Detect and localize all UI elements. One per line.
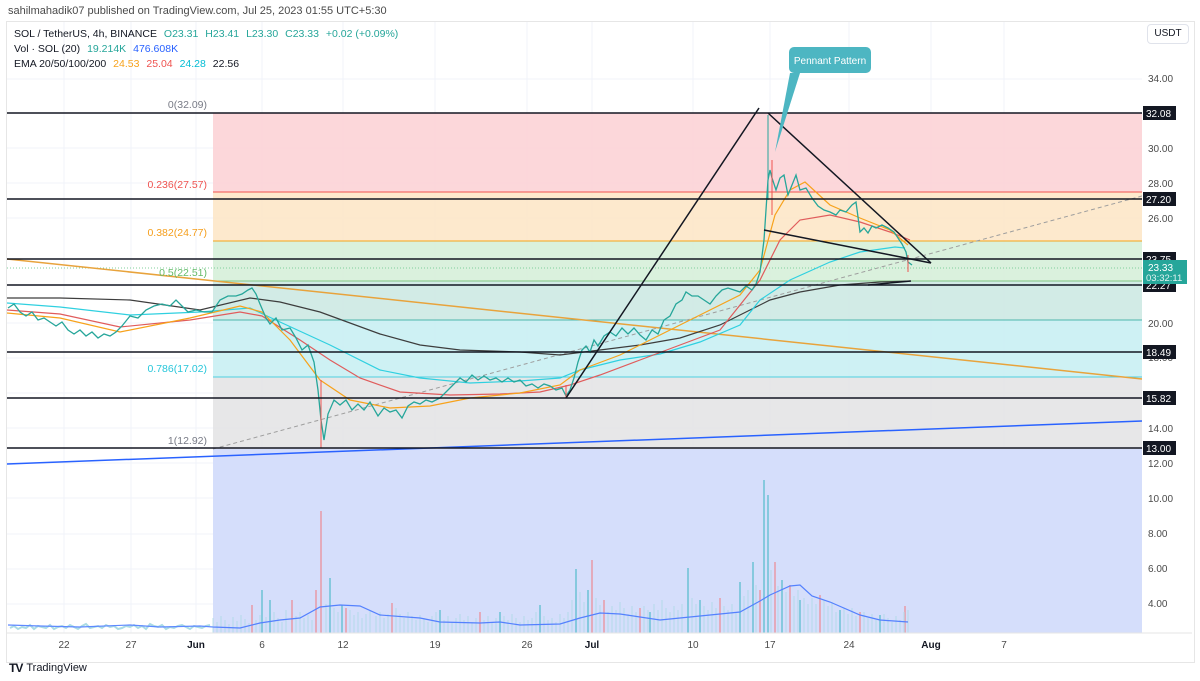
time-axis[interactable]: 22 27 Jun 6 12 19 26 Jul 10 17 24 Aug 7 <box>7 632 1192 651</box>
svg-text:0.5(22.51): 0.5(22.51) <box>159 267 207 279</box>
svg-text:Jul: Jul <box>585 640 600 651</box>
svg-text:1(12.92): 1(12.92) <box>168 435 207 447</box>
svg-text:0(32.09): 0(32.09) <box>168 99 207 111</box>
volume-ma-value: 476.608K <box>133 43 179 55</box>
svg-text:22: 22 <box>58 640 70 651</box>
descending-trendline <box>7 258 1142 380</box>
ema50-value: 25.04 <box>146 58 173 70</box>
ema100-value: 24.28 <box>179 58 206 70</box>
svg-text:13.00: 13.00 <box>1146 444 1171 455</box>
svg-text:0.786(17.02): 0.786(17.02) <box>147 363 207 375</box>
svg-text:14.00: 14.00 <box>1148 424 1173 435</box>
volume-value: 19.214K <box>87 43 127 55</box>
ema-indicator-label[interactable]: EMA 20/50/100/200 <box>14 58 107 70</box>
svg-text:22.27: 22.27 <box>1146 281 1171 292</box>
svg-text:10.00: 10.00 <box>1148 494 1173 505</box>
last-price-tag: 23.33 03:32:11 <box>1143 260 1187 284</box>
svg-text:26: 26 <box>521 640 533 651</box>
support-resistance-levels[interactable] <box>7 112 1142 449</box>
fib-labels: 0(32.09) 0.236(27.57) 0.382(24.77) 0.5(2… <box>147 99 207 447</box>
volume-indicator-label[interactable]: Vol · SOL (20) <box>14 43 81 55</box>
svg-text:0.236(27.57): 0.236(27.57) <box>147 179 207 191</box>
low-value: L23.30 <box>246 28 279 40</box>
svg-text:26.00: 26.00 <box>1148 214 1173 225</box>
tradingview-brand: TradingView <box>26 662 87 674</box>
price-axis[interactable]: 34.00 30.00 28.00 26.00 20.00 18.00 14.0… <box>1142 22 1192 633</box>
svg-text:12: 12 <box>337 640 349 651</box>
symbol-info[interactable]: SOL / TetherUS, 4h, BINANCE <box>14 28 157 40</box>
svg-text:03:32:11: 03:32:11 <box>1146 273 1182 284</box>
svg-text:20.00: 20.00 <box>1148 319 1173 330</box>
svg-text:6: 6 <box>259 640 265 651</box>
svg-text:18.49: 18.49 <box>1146 348 1171 359</box>
svg-text:7: 7 <box>1001 640 1007 651</box>
svg-text:6.00: 6.00 <box>1148 564 1168 575</box>
pennant-drawing[interactable] <box>565 107 932 399</box>
ema20-line <box>7 181 909 409</box>
svg-text:30.00: 30.00 <box>1148 144 1173 155</box>
fibonacci-retracement[interactable] <box>7 113 1142 633</box>
volume-ma-line <box>7 584 909 629</box>
svg-text:15.82: 15.82 <box>1146 394 1171 405</box>
svg-text:10: 10 <box>687 640 699 651</box>
pennant-label: Pennant Pattern <box>794 56 866 67</box>
publisher-credit: sahilmahadik07 published on TradingView.… <box>8 5 387 17</box>
svg-text:4.00: 4.00 <box>1148 599 1168 610</box>
ema20-value: 24.53 <box>113 58 140 70</box>
svg-text:27.20: 27.20 <box>1146 195 1171 206</box>
svg-text:12.00: 12.00 <box>1148 459 1173 470</box>
level-price-tags: 32.08 27.20 23.75 22.27 18.49 15.82 13.0… <box>1143 106 1176 455</box>
ohlc-row: SOL / TetherUS, 4h, BINANCE O23.31 H23.4… <box>14 27 402 42</box>
svg-text:Jun: Jun <box>187 640 205 651</box>
ema-row: EMA 20/50/100/200 24.53 25.04 24.28 22.5… <box>14 57 402 72</box>
volume-row: Vol · SOL (20) 19.214K 476.608K <box>14 42 402 57</box>
volume-histogram <box>7 480 909 633</box>
ema200-line <box>7 280 911 356</box>
svg-text:17: 17 <box>764 640 776 651</box>
svg-text:27: 27 <box>125 640 137 651</box>
svg-text:32.08: 32.08 <box>1146 109 1171 120</box>
change-value: +0.02 (+0.09%) <box>325 28 399 40</box>
pennant-callout[interactable]: Pennant Pattern <box>775 47 871 152</box>
high-value: H23.41 <box>205 28 240 40</box>
ascending-support-line <box>7 420 1142 465</box>
svg-text:34.00: 34.00 <box>1148 74 1173 85</box>
tradingview-footer[interactable]: TV TradingView <box>9 661 87 675</box>
svg-text:Aug: Aug <box>921 640 940 651</box>
close-value: C23.33 <box>285 28 319 40</box>
price-candles <box>7 115 913 448</box>
chart-legend: SOL / TetherUS, 4h, BINANCE O23.31 H23.4… <box>14 27 402 72</box>
svg-text:24: 24 <box>843 640 855 651</box>
svg-text:23.33: 23.33 <box>1148 263 1173 274</box>
open-value: O23.31 <box>163 28 199 40</box>
svg-text:19: 19 <box>429 640 441 651</box>
svg-text:28.00: 28.00 <box>1148 179 1173 190</box>
ema100-line <box>7 246 906 384</box>
svg-text:8.00: 8.00 <box>1148 529 1168 540</box>
ema200-value: 22.56 <box>212 58 240 70</box>
tradingview-logo-icon: TV <box>9 661 23 675</box>
ema50-line <box>7 214 911 396</box>
currency-button[interactable]: USDT <box>1147 24 1189 44</box>
svg-text:0.382(24.77): 0.382(24.77) <box>147 227 207 239</box>
